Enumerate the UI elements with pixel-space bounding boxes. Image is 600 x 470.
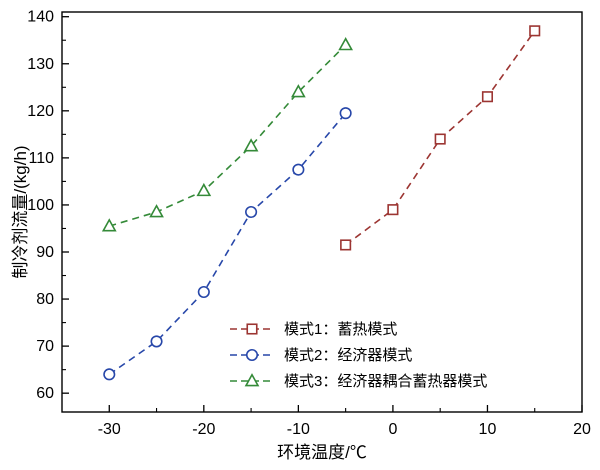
legend-item-mode1: 模式1：蓄热模式 [228, 318, 487, 339]
y-axis-label: 制冷剂流量/(kg/h) [11, 145, 30, 279]
svg-text:-20: -20 [192, 421, 215, 438]
legend-item-mode3: 模式3：经济器耦合蓄热器模式 [228, 370, 487, 391]
svg-text:-10: -10 [287, 421, 310, 438]
legend-label-mode1: 模式1：蓄热模式 [284, 321, 398, 338]
svg-text:-30: -30 [98, 421, 121, 438]
legend: 模式1：蓄热模式 模式2：经济器模式 模式3：经济器耦合蓄热器模式 [228, 318, 487, 391]
x-axis-label: 环境温度/℃ [277, 443, 367, 462]
svg-text:110: 110 [28, 150, 54, 167]
svg-text:70: 70 [36, 338, 54, 355]
legend-sample-line-mode2 [230, 348, 274, 361]
svg-text:130: 130 [27, 56, 54, 73]
legend-label-mode3: 模式3：经济器耦合蓄热器模式 [284, 373, 488, 390]
svg-text:0: 0 [388, 421, 397, 438]
svg-text:120: 120 [27, 103, 54, 120]
legend-label-mode2: 模式2：经济器模式 [284, 347, 413, 364]
svg-text:80: 80 [36, 291, 54, 308]
legend-sample-line-mode3 [230, 372, 274, 386]
svg-text:140: 140 [27, 9, 54, 26]
svg-text:90: 90 [36, 244, 54, 261]
svg-text:100: 100 [27, 197, 54, 214]
svg-text:60: 60 [36, 385, 54, 402]
svg-text:10: 10 [479, 421, 497, 438]
svg-text:20: 20 [573, 421, 591, 438]
legend-sample-line-mode1 [230, 322, 274, 335]
legend-item-mode2: 模式2：经济器模式 [228, 344, 487, 365]
